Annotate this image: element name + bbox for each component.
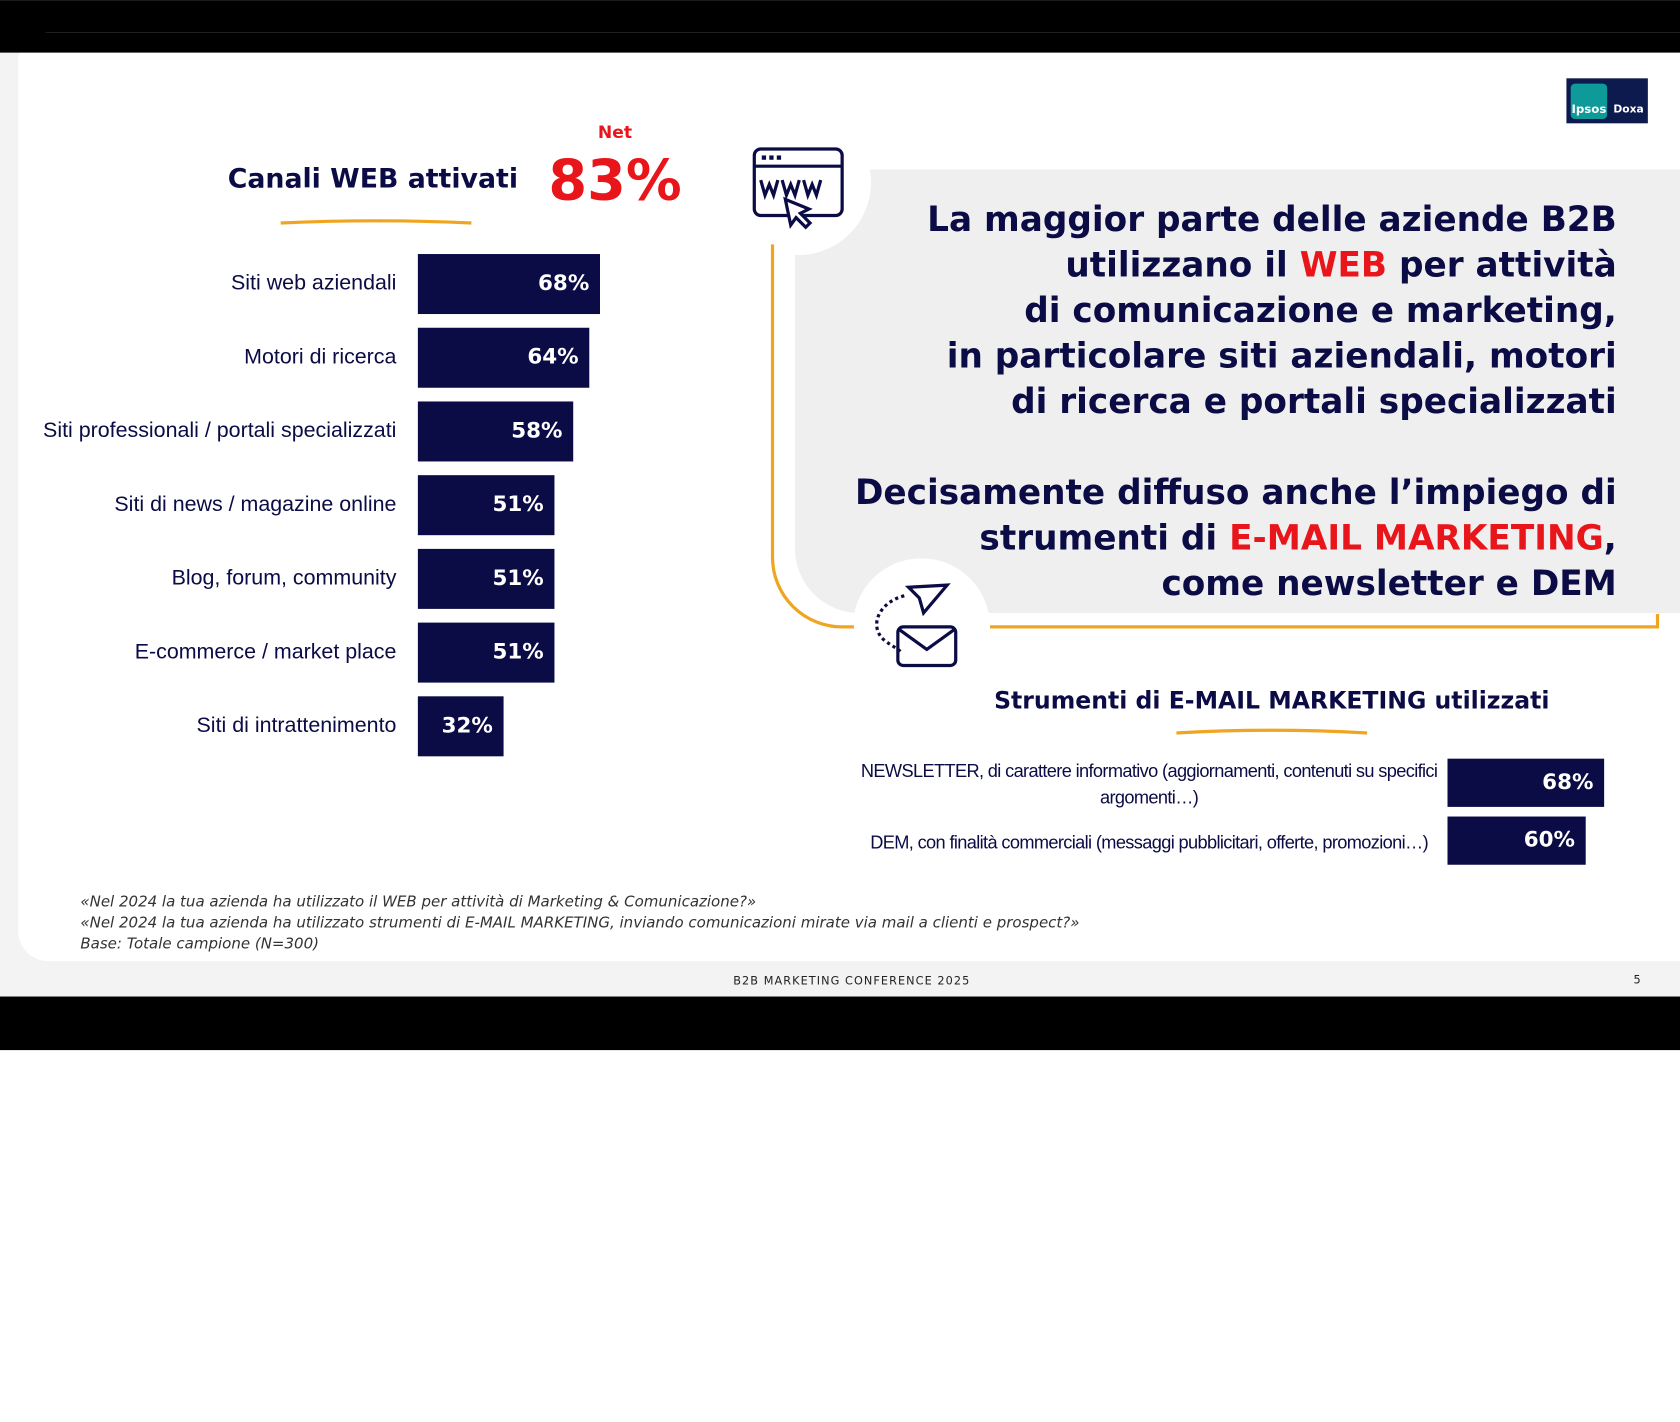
headline-line: La maggior parte delle aziende B2B <box>927 199 1617 239</box>
bar <box>417 622 555 683</box>
category-label: Motori di ricerca <box>244 344 396 368</box>
headline-segment: utilizzano il <box>1065 245 1299 285</box>
headline: La maggior parte delle aziende B2B utiliz… <box>855 199 1617 603</box>
footer-event: B2B MARKETING CONFERENCE 2025 <box>733 975 970 988</box>
value-label: 51% <box>493 640 544 665</box>
bar <box>417 548 555 609</box>
value-label: 60% <box>1524 828 1575 853</box>
logo-right: Doxa <box>1613 102 1643 115</box>
category-label: DEM, con finalità commerciali (messaggi … <box>870 832 1429 853</box>
connector-line <box>770 244 854 629</box>
category-label: Siti di news / magazine online <box>114 492 396 516</box>
footnote: Base: Totale campione (N=300) <box>80 935 319 953</box>
top-band-edge <box>0 32 1680 53</box>
net-label: Net <box>598 123 632 143</box>
page-number: 5 <box>1634 973 1641 986</box>
title-underline <box>1176 728 1368 735</box>
title-underline <box>280 219 472 225</box>
headline-segment: , <box>1604 518 1617 558</box>
www-icon <box>752 147 844 230</box>
bottom-band <box>0 996 1680 1051</box>
value-label: 51% <box>493 492 544 517</box>
headline-line: in particolare siti aziendali, motori <box>947 336 1617 376</box>
headline-segment: per attività <box>1387 245 1617 285</box>
logo-mark <box>1570 83 1608 120</box>
bar <box>1447 816 1586 865</box>
value-label: 58% <box>511 418 562 443</box>
headline-line: strumenti di E-MAIL MARKETING, <box>979 518 1616 558</box>
headline-line: Decisamente diffuso anche l’impiego di <box>855 473 1617 513</box>
category-label: E-commerce / market place <box>135 639 397 663</box>
headline-segment: E-MAIL MARKETING <box>1229 518 1604 558</box>
footnote: «Nel 2024 la tua azienda ha utilizzato s… <box>80 914 1079 932</box>
headline-segment: La maggior parte delle aziende B2B <box>927 199 1617 239</box>
mail-icon <box>875 583 958 668</box>
category-label-box: NEWSLETTER, di carattere informativo (ag… <box>860 760 1438 808</box>
category-label-box: DEM, con finalità commerciali (messaggi … <box>870 832 1429 853</box>
bar <box>417 475 555 536</box>
bar <box>1447 758 1605 807</box>
chart-title: Strumenti di E-MAIL MARKETING utilizzati <box>994 686 1549 714</box>
headline-segment: come newsletter e DEM <box>1161 564 1616 604</box>
headline-line: come newsletter e DEM <box>1161 564 1616 604</box>
bar <box>417 401 574 462</box>
category-label: NEWSLETTER, di carattere informativo (ag… <box>860 760 1438 808</box>
chart-title: Canali WEB attivati <box>228 164 518 195</box>
category-label: Siti web aziendali <box>231 271 396 295</box>
connector-line <box>990 614 1660 629</box>
value-label: 68% <box>538 271 589 296</box>
headline-line: di ricerca e portali specializzati <box>1011 381 1617 421</box>
headline-segment: Decisamente diffuso anche l’impiego di <box>855 473 1617 513</box>
value-label: 68% <box>1542 770 1593 795</box>
footnote: «Nel 2024 la tua azienda ha utilizzato i… <box>80 893 756 911</box>
message-box <box>795 169 1680 613</box>
bar <box>417 254 600 315</box>
category-label: Siti professionali / portali specializza… <box>43 418 396 442</box>
logo-left: Ipsos <box>1571 102 1606 116</box>
category-label: Blog, forum, community <box>172 566 397 590</box>
bar <box>417 696 504 757</box>
value-label: 32% <box>442 713 493 738</box>
value-label: 64% <box>527 345 578 370</box>
bar <box>417 327 590 388</box>
headline-line: utilizzano il WEB per attività <box>1065 245 1616 285</box>
headline-line: di comunicazione e marketing, <box>1024 290 1617 330</box>
category-label: Siti di intrattenimento <box>197 713 397 737</box>
headline-segment: WEB <box>1300 245 1387 285</box>
headline-segment: di ricerca e portali specializzati <box>1011 381 1617 421</box>
headline-segment: di comunicazione e marketing, <box>1024 290 1617 330</box>
value-label: 51% <box>493 566 544 591</box>
headline-segment: strumenti di <box>979 518 1229 558</box>
www-icon-dots <box>761 155 782 160</box>
headline-segment: in particolare siti aziendali, motori <box>947 336 1617 376</box>
net-value: 83% <box>548 149 681 214</box>
